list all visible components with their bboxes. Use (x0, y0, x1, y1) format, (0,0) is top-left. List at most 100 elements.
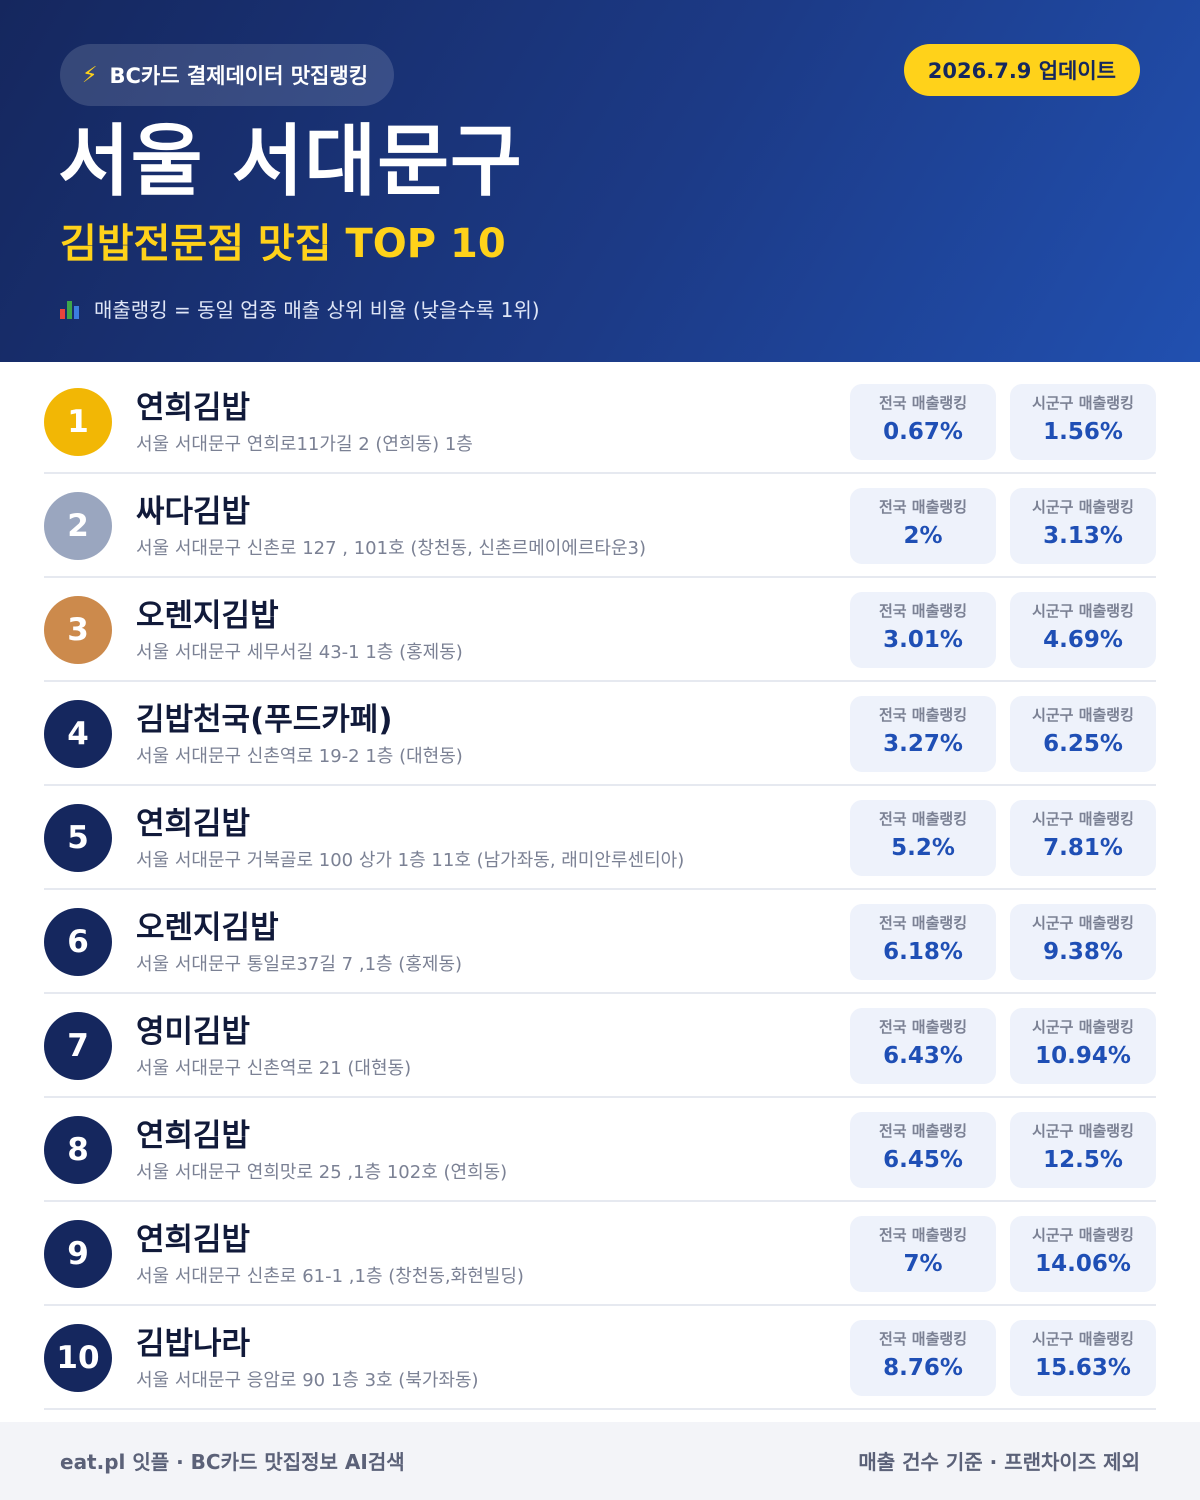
local-ranking-card: 시군구 매출랭킹 3.13% (1010, 488, 1156, 564)
footer: eat.pl 잇플 · BC카드 맛집정보 AI검색 매출 건수 기준 · 프랜… (0, 1422, 1200, 1500)
local-ranking-label: 시군구 매출랭킹 (1032, 914, 1134, 932)
restaurant-name[interactable]: 영미김밥 (136, 1014, 251, 1050)
rank-badge: 2 (44, 492, 112, 560)
rank-badge: 7 (44, 1012, 112, 1080)
restaurant-address: 서울 서대문구 신촌로 127 , 101호 (창천동, 신촌르메이에르타운3) (136, 538, 647, 559)
rank-badge: 9 (44, 1220, 112, 1288)
national-ranking-value: 5.2% (891, 835, 955, 861)
list-item[interactable]: 7 영미김밥 서울 서대문구 신촌역로 21 (대현동) 전국 매출랭킹 6.43% 시군… (44, 994, 1156, 1098)
local-ranking-label: 시군구 매출랭킹 (1032, 394, 1134, 412)
national-ranking-card: 전국 매출랭킹 5.2% (850, 800, 996, 876)
local-ranking-value: 15.63% (1035, 1355, 1131, 1381)
national-ranking-value: 3.01% (883, 627, 963, 653)
national-ranking-card: 전국 매출랭킹 3.27% (850, 696, 996, 772)
restaurant-address: 서울 서대문구 신촌역로 21 (대현동) (136, 1058, 412, 1079)
local-ranking-label: 시군구 매출랭킹 (1032, 1018, 1134, 1036)
local-ranking-card: 시군구 매출랭킹 1.56% (1010, 384, 1156, 460)
national-ranking-value: 0.67% (883, 419, 963, 445)
local-ranking-card: 시군구 매출랭킹 14.06% (1010, 1216, 1156, 1292)
restaurant-address: 서울 서대문구 신촌역로 19-2 1층 (대현동) (136, 746, 463, 767)
restaurant-name[interactable]: 김밥천국(푸드카페) (136, 702, 393, 738)
restaurant-address: 서울 서대문구 연희맛로 25 ,1층 102호 (연희동) (136, 1162, 508, 1183)
legend-text: 매출랭킹 = 동일 업종 매출 상위 비율 (낮을수록 1위) (94, 298, 540, 322)
bar-chart-icon (60, 299, 82, 319)
rank-badge: 10 (44, 1324, 112, 1392)
restaurant-name[interactable]: 연희김밥 (136, 390, 251, 426)
source-badge: ⚡ BC카드 결제데이터 맛집랭킹 (60, 44, 395, 106)
national-ranking-label: 전국 매출랭킹 (878, 1330, 968, 1348)
national-ranking-value: 8.76% (883, 1355, 963, 1381)
national-ranking-card: 전국 매출랭킹 0.67% (850, 384, 996, 460)
restaurant-address: 서울 서대문구 세무서길 43-1 1층 (홍제동) (136, 642, 463, 663)
local-ranking-card: 시군구 매출랭킹 6.25% (1010, 696, 1156, 772)
lightning-icon: ⚡ (82, 62, 98, 88)
restaurant-name[interactable]: 싸다김밥 (136, 494, 251, 530)
list-item[interactable]: 9 연희김밥 서울 서대문구 신촌로 61-1 ,1층 (창천동,화현빌딩) 전국 매… (44, 1202, 1156, 1306)
national-ranking-label: 전국 매출랭킹 (878, 1018, 968, 1036)
restaurant-address: 서울 서대문구 거북골로 100 상가 1층 11호 (남가좌동, 래미안루센티… (136, 850, 685, 871)
national-ranking-label: 전국 매출랭킹 (878, 914, 968, 932)
local-ranking-value: 9.38% (1043, 939, 1123, 965)
rank-badge: 6 (44, 908, 112, 976)
restaurant-name[interactable]: 오렌지김밥 (136, 910, 279, 946)
national-ranking-value: 3.27% (883, 731, 963, 757)
national-ranking-label: 전국 매출랭킹 (878, 706, 968, 724)
region-title: 서울 서대문구 (58, 117, 523, 207)
local-ranking-card: 시군구 매출랭킹 10.94% (1010, 1008, 1156, 1084)
rank-badge: 1 (44, 388, 112, 456)
category-subtitle: 김밥전문점 맛집 TOP 10 (60, 221, 506, 267)
restaurant-name[interactable]: 김밥나라 (136, 1326, 251, 1362)
national-ranking-card: 전국 매출랭킹 7% (850, 1216, 996, 1292)
national-ranking-value: 7% (903, 1251, 943, 1277)
local-ranking-card: 시군구 매출랭킹 15.63% (1010, 1320, 1156, 1396)
restaurant-name[interactable]: 연희김밥 (136, 1118, 251, 1154)
local-ranking-value: 3.13% (1043, 523, 1123, 549)
ranking-legend: 매출랭킹 = 동일 업종 매출 상위 비율 (낮을수록 1위) (60, 294, 540, 323)
local-ranking-value: 1.56% (1043, 419, 1123, 445)
local-ranking-value: 7.81% (1043, 835, 1123, 861)
rank-badge: 8 (44, 1116, 112, 1184)
national-ranking-label: 전국 매출랭킹 (878, 810, 968, 828)
restaurant-address: 서울 서대문구 응암로 90 1층 3호 (북가좌동) (136, 1370, 479, 1391)
local-ranking-label: 시군구 매출랭킹 (1032, 1122, 1134, 1140)
national-ranking-card: 전국 매출랭킹 6.45% (850, 1112, 996, 1188)
local-ranking-card: 시군구 매출랭킹 9.38% (1010, 904, 1156, 980)
local-ranking-label: 시군구 매출랭킹 (1032, 810, 1134, 828)
national-ranking-value: 6.18% (883, 939, 963, 965)
footer-note: 매출 건수 기준 · 프랜차이즈 제외 (858, 1450, 1140, 1474)
national-ranking-card: 전국 매출랭킹 2% (850, 488, 996, 564)
local-ranking-card: 시군구 매출랭킹 4.69% (1010, 592, 1156, 668)
restaurant-name[interactable]: 연희김밥 (136, 1222, 251, 1258)
restaurant-address: 서울 서대문구 통일로37길 7 ,1층 (홍제동) (136, 954, 463, 975)
national-ranking-label: 전국 매출랭킹 (878, 602, 968, 620)
local-ranking-value: 10.94% (1035, 1043, 1131, 1069)
national-ranking-card: 전국 매출랭킹 6.18% (850, 904, 996, 980)
national-ranking-card: 전국 매출랭킹 6.43% (850, 1008, 996, 1084)
local-ranking-value: 14.06% (1035, 1251, 1131, 1277)
local-ranking-value: 6.25% (1043, 731, 1123, 757)
rank-badge: 4 (44, 700, 112, 768)
national-ranking-card: 전국 매출랭킹 3.01% (850, 592, 996, 668)
restaurant-address: 서울 서대문구 연희로11가길 2 (연희동) 1층 (136, 434, 473, 455)
national-ranking-card: 전국 매출랭킹 8.76% (850, 1320, 996, 1396)
restaurant-list: 1 연희김밥 서울 서대문구 연희로11가길 2 (연희동) 1층 전국 매출랭킹 0.… (44, 370, 1156, 1410)
national-ranking-label: 전국 매출랭킹 (878, 498, 968, 516)
rank-badge: 3 (44, 596, 112, 664)
footer-source: eat.pl 잇플 · BC카드 맛집정보 AI검색 (60, 1450, 405, 1474)
national-ranking-label: 전국 매출랭킹 (878, 1122, 968, 1140)
restaurant-name[interactable]: 연희김밥 (136, 806, 251, 842)
list-item[interactable]: 4 김밥천국(푸드카페) 서울 서대문구 신촌역로 19-2 1층 (대현동) 전국 … (44, 682, 1156, 786)
local-ranking-value: 4.69% (1043, 627, 1123, 653)
rank-badge: 5 (44, 804, 112, 872)
restaurant-name[interactable]: 오렌지김밥 (136, 598, 279, 634)
national-ranking-label: 전국 매출랭킹 (878, 1226, 968, 1244)
national-ranking-value: 6.45% (883, 1147, 963, 1173)
national-ranking-value: 2% (903, 523, 943, 549)
